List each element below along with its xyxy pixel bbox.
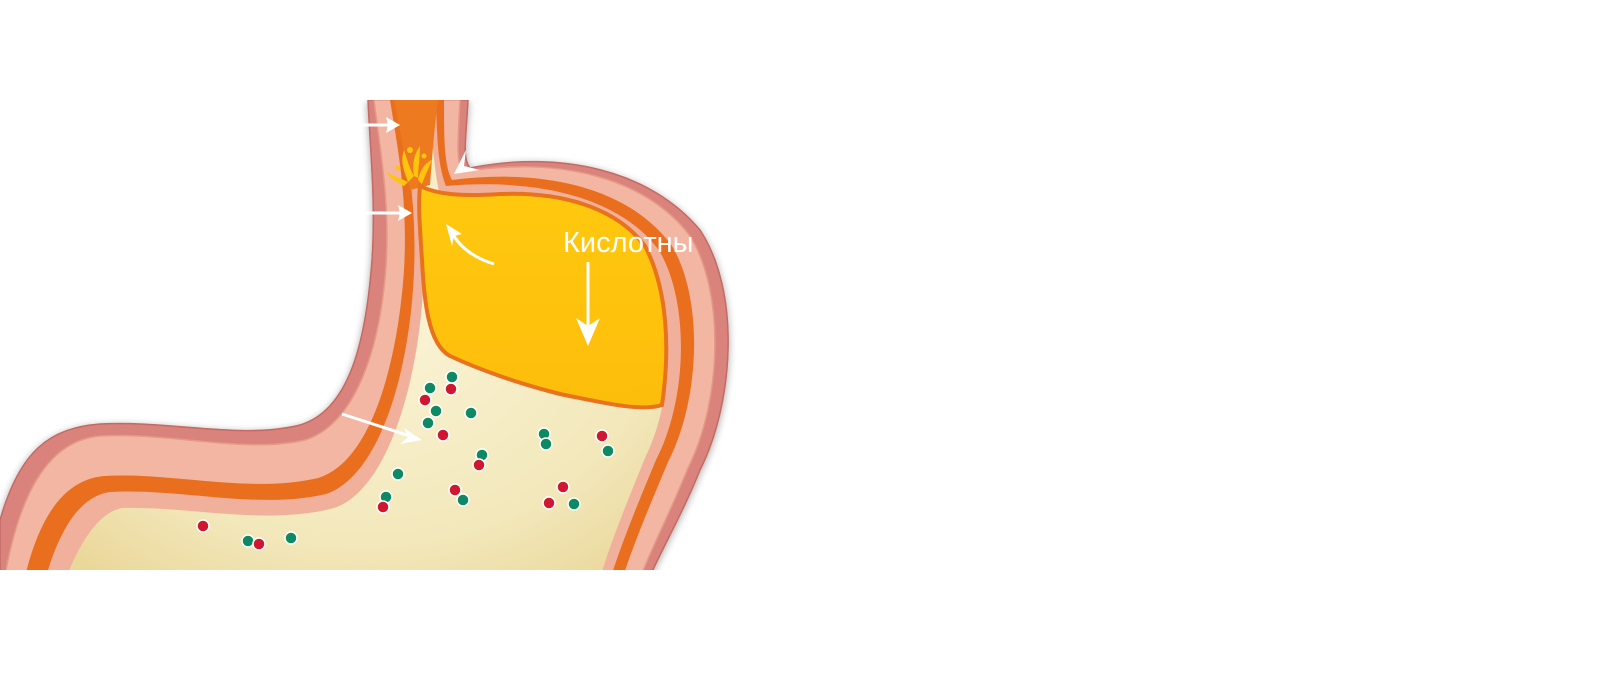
green-particle bbox=[241, 534, 255, 548]
arrow-icon bbox=[341, 117, 600, 444]
arrow-acid-down bbox=[576, 262, 600, 346]
arrow-reflux-curved bbox=[446, 224, 495, 266]
green-particle bbox=[445, 370, 459, 384]
particle-dots bbox=[196, 370, 615, 551]
green-particle bbox=[421, 416, 435, 430]
acid-pocket-label: Кислотны bbox=[563, 227, 693, 259]
reflux-splash bbox=[386, 146, 432, 186]
green-particle bbox=[391, 467, 405, 481]
arrow-food-pointer bbox=[341, 412, 422, 444]
red-particle bbox=[436, 428, 450, 442]
arrow-esophagus-top bbox=[360, 117, 400, 133]
green-particle bbox=[464, 406, 478, 420]
acid-pocket bbox=[417, 182, 669, 410]
red-particle bbox=[595, 429, 609, 443]
red-particle bbox=[376, 500, 390, 514]
green-particle bbox=[284, 531, 298, 545]
arrow-sphincter-right bbox=[454, 150, 480, 174]
green-particle bbox=[601, 444, 615, 458]
red-particle bbox=[444, 382, 458, 396]
green-particle bbox=[429, 404, 443, 418]
red-particle bbox=[252, 537, 266, 551]
red-particle bbox=[542, 496, 556, 510]
arrow-sphincter-left bbox=[366, 205, 412, 221]
red-particle bbox=[418, 393, 432, 407]
red-particle bbox=[448, 483, 462, 497]
red-particle bbox=[556, 480, 570, 494]
green-particle bbox=[423, 381, 437, 395]
red-particle bbox=[196, 519, 210, 533]
green-particle bbox=[539, 437, 553, 451]
red-particle bbox=[472, 458, 486, 472]
green-particle bbox=[567, 497, 581, 511]
green-particle bbox=[456, 493, 470, 507]
stomach-cross-section-icon: Кислотны bbox=[0, 100, 729, 570]
